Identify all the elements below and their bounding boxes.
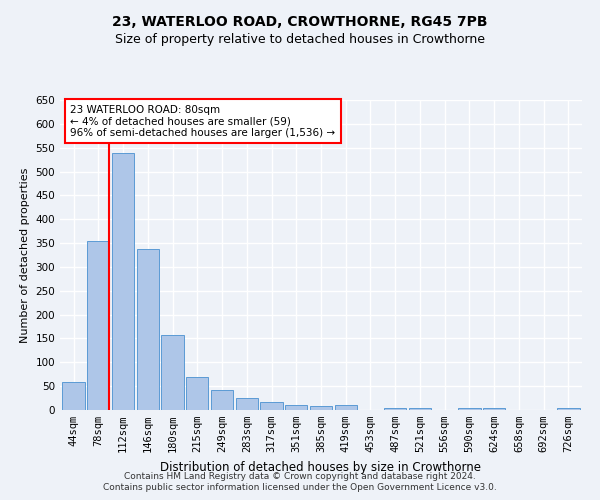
Bar xyxy=(260,402,283,410)
Text: Contains HM Land Registry data © Crown copyright and database right 2024.: Contains HM Land Registry data © Crown c… xyxy=(124,472,476,481)
Bar xyxy=(483,408,505,410)
X-axis label: Distribution of detached houses by size in Crowthorne: Distribution of detached houses by size … xyxy=(161,460,482,473)
Bar xyxy=(409,408,431,410)
Bar xyxy=(211,390,233,410)
Bar xyxy=(384,408,406,410)
Bar xyxy=(87,240,109,410)
Text: Size of property relative to detached houses in Crowthorne: Size of property relative to detached ho… xyxy=(115,32,485,46)
Bar xyxy=(310,406,332,410)
Bar xyxy=(186,376,208,410)
Bar xyxy=(62,382,85,410)
Bar xyxy=(137,250,159,410)
Text: 23 WATERLOO ROAD: 80sqm
← 4% of detached houses are smaller (59)
96% of semi-det: 23 WATERLOO ROAD: 80sqm ← 4% of detached… xyxy=(70,104,335,138)
Bar xyxy=(458,408,481,410)
Y-axis label: Number of detached properties: Number of detached properties xyxy=(20,168,30,342)
Bar xyxy=(557,408,580,410)
Bar xyxy=(335,405,357,410)
Bar xyxy=(161,335,184,410)
Text: 23, WATERLOO ROAD, CROWTHORNE, RG45 7PB: 23, WATERLOO ROAD, CROWTHORNE, RG45 7PB xyxy=(112,15,488,29)
Text: Contains public sector information licensed under the Open Government Licence v3: Contains public sector information licen… xyxy=(103,484,497,492)
Bar xyxy=(112,154,134,410)
Bar xyxy=(236,398,258,410)
Bar xyxy=(285,405,307,410)
